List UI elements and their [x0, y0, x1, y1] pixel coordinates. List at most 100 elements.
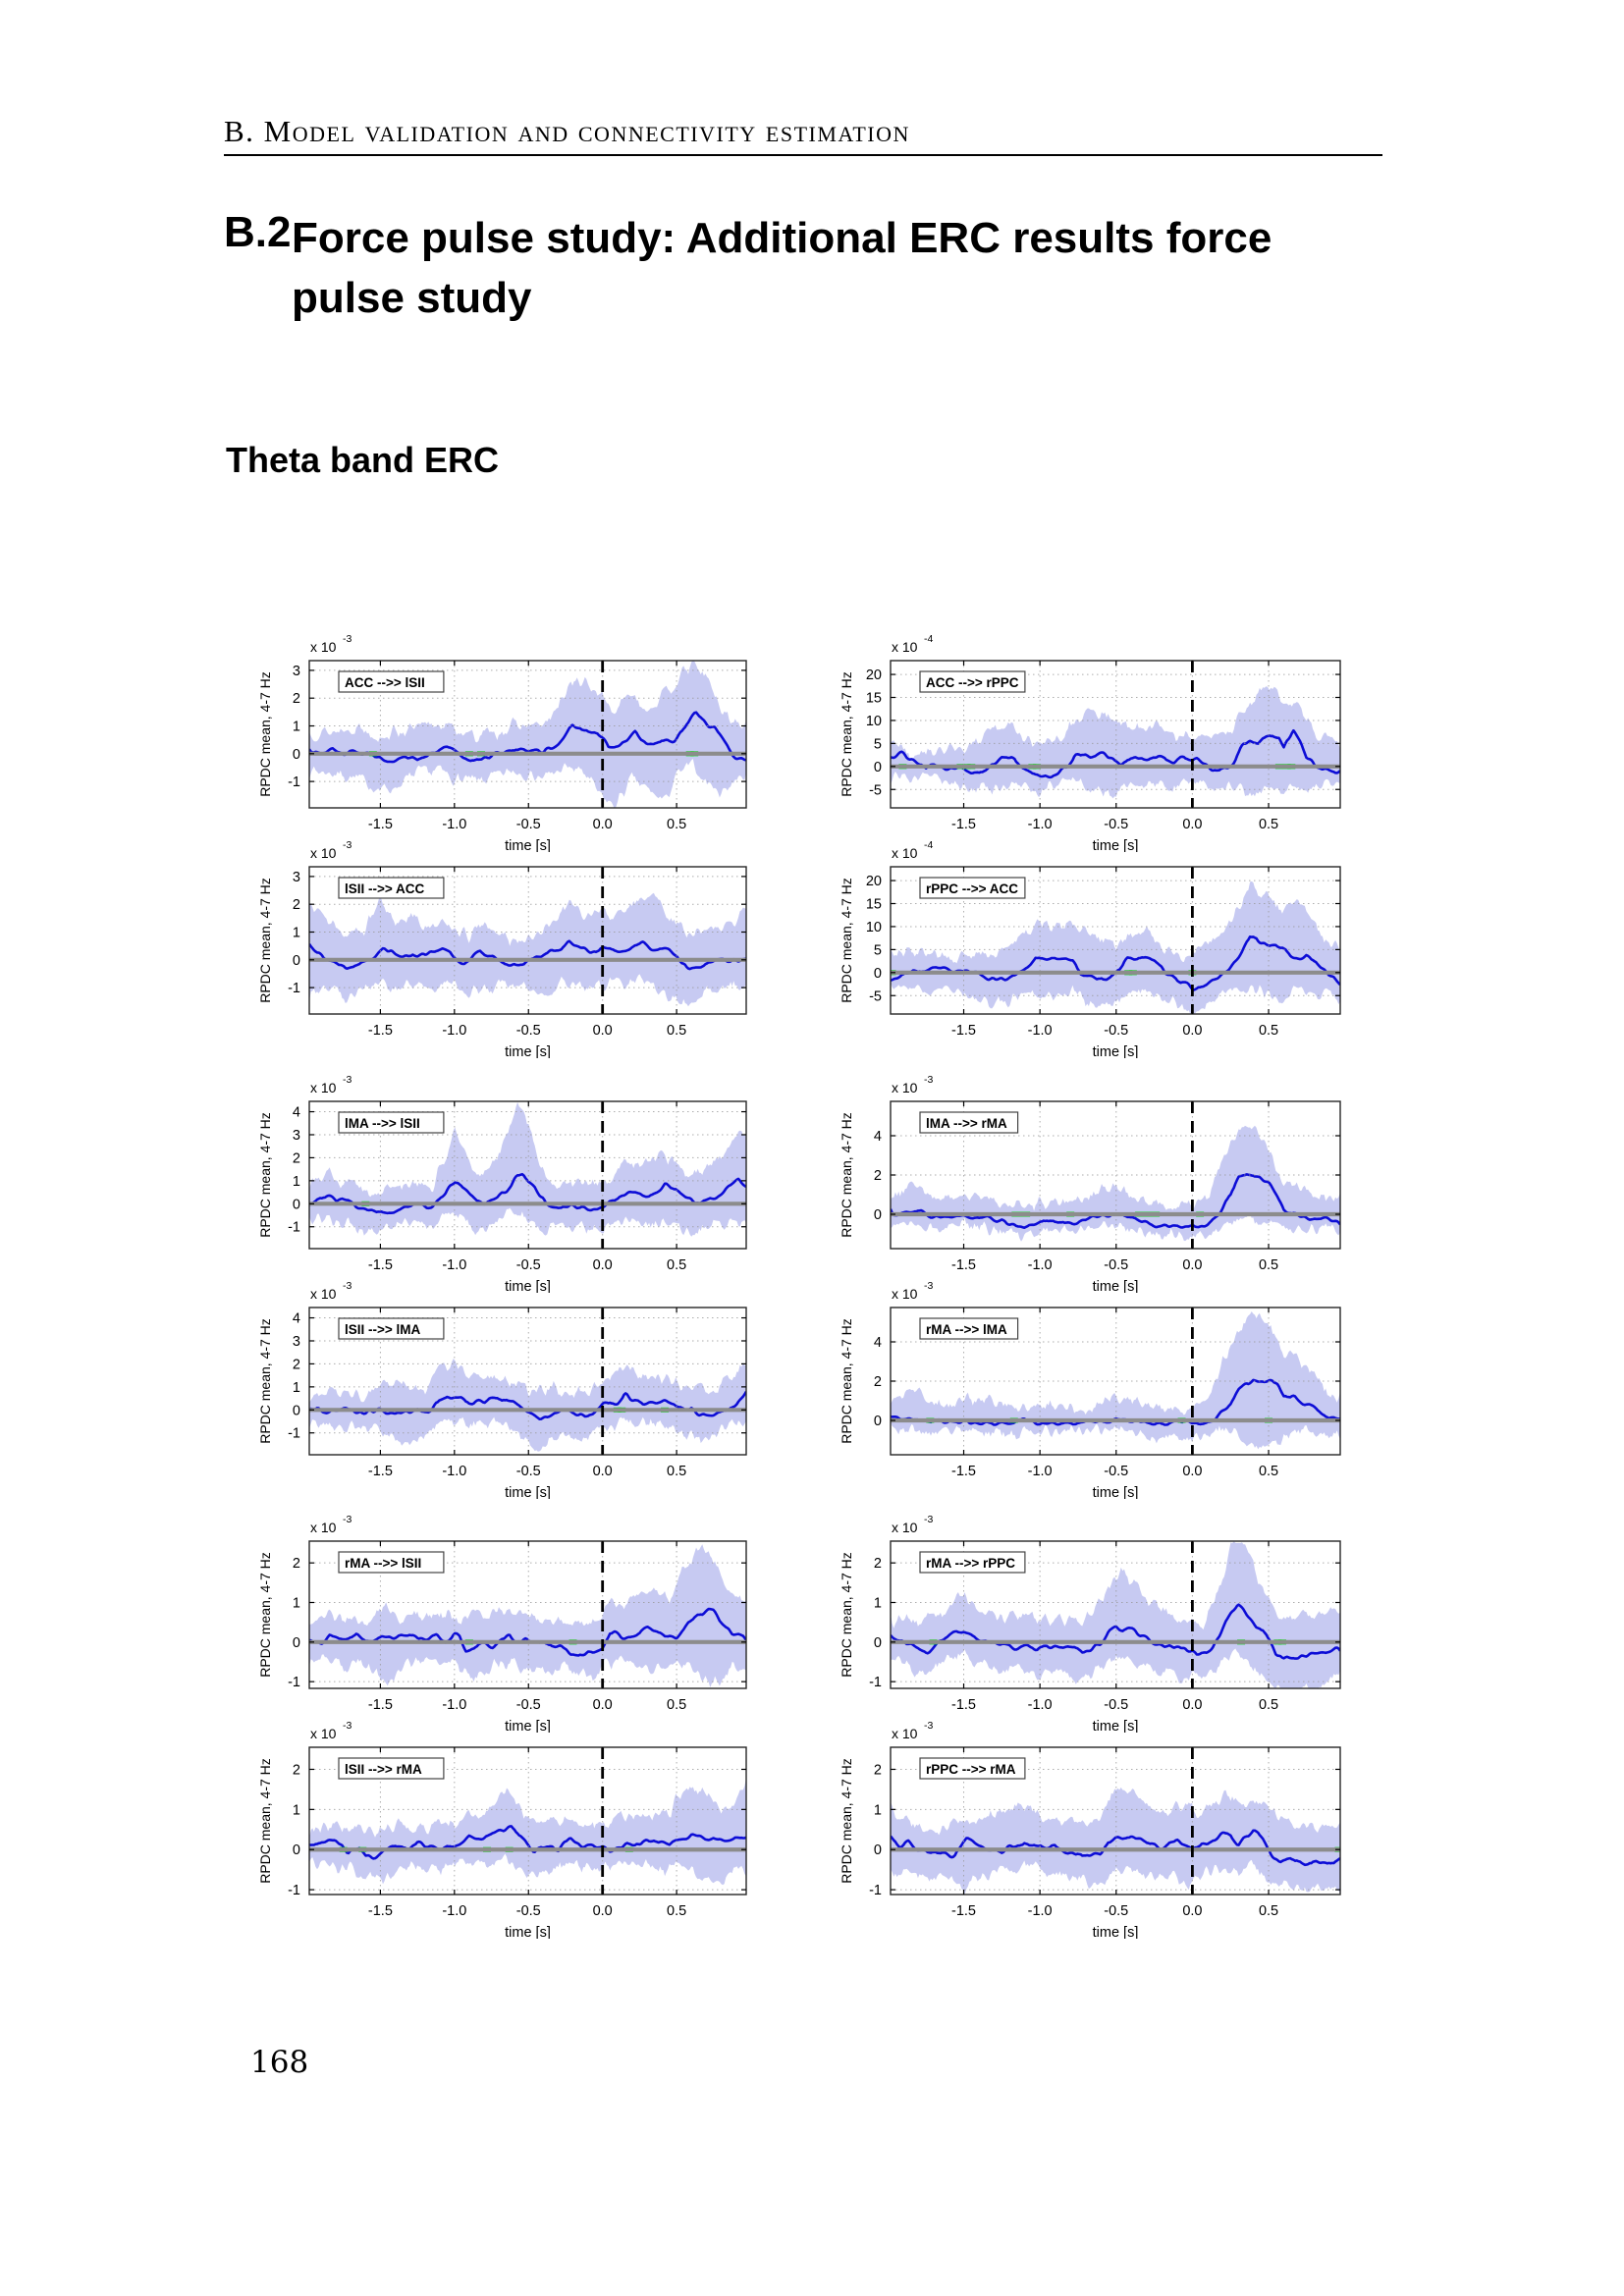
y-tick-label: 2 — [293, 1556, 300, 1572]
y-axis-label: RPDC mean, 4-7 Hz — [839, 671, 854, 797]
y-tick-label: 2 — [874, 1168, 882, 1184]
running-header: B. Model validation and connectivity est… — [224, 114, 910, 148]
scale-factor: x 10 — [310, 1286, 337, 1302]
erc-plot-rma-lma: 4 2 0 -1.5 -1.0 -0.5 0.0 0.5 RPDC mean, 4-7 Hz ti… — [822, 1278, 1355, 1504]
x-tick-label: 0.5 — [667, 1023, 686, 1039]
x-tick-label: 0.0 — [593, 1023, 613, 1039]
page-number: 168 — [250, 2045, 309, 2080]
confidence-band — [891, 1125, 1340, 1242]
mean-line — [309, 1172, 746, 1215]
x-tick-label: 0.5 — [1259, 817, 1278, 832]
plot-title-box — [919, 1757, 1026, 1780]
y-tick-label: 3 — [293, 664, 300, 679]
y-axis-label: RPDC mean, 4-7 Hz — [839, 878, 854, 1003]
mean-line — [309, 711, 746, 764]
scale-factor: x 10 — [892, 1726, 918, 1741]
confidence-band — [891, 881, 1340, 1014]
x-tick-label: -1.5 — [368, 1903, 393, 1919]
x-tick-label: 0.0 — [593, 1464, 613, 1479]
x-tick-label: -0.5 — [1104, 1023, 1128, 1039]
y-tick-label: 1 — [293, 926, 300, 941]
x-tick-label: 0.5 — [667, 1257, 686, 1273]
x-axis-label: time [s] — [1093, 838, 1139, 852]
plot-title-box — [338, 1317, 445, 1340]
x-axis-label: time [s] — [1093, 1925, 1139, 1939]
section-title-line1: Force pulse study: Additional ERC result… — [292, 214, 1272, 262]
y-axis-label: RPDC mean, 4-7 Hz — [839, 1112, 854, 1238]
x-axis-label: time [s] — [505, 1925, 551, 1939]
section-number: B.2 — [224, 208, 292, 256]
x-tick-label: -0.5 — [516, 1903, 541, 1919]
x-tick-label: -1.5 — [951, 1697, 976, 1713]
plot-title: lSII -->> rMA — [345, 1762, 422, 1777]
erc-plot-lma-rma: 4 2 0 -1.5 -1.0 -0.5 0.0 0.5 RPDC mean, 4-7 Hz ti… — [822, 1072, 1355, 1298]
scale-exponent: -3 — [343, 839, 352, 851]
y-tick-label: -1 — [288, 1883, 300, 1898]
axes-box — [890, 660, 1341, 809]
scale-factor: x 10 — [310, 1726, 337, 1741]
x-tick-label: 0.0 — [1182, 817, 1202, 832]
plot-title: lSII -->> ACC — [345, 881, 425, 896]
x-tick-label: -1.0 — [1028, 1023, 1053, 1039]
y-tick-label: 2 — [293, 1150, 300, 1166]
y-tick-label: 1 — [293, 1174, 300, 1190]
y-axis-label: RPDC mean, 4-7 Hz — [839, 1758, 854, 1884]
x-tick-label: -1.0 — [1028, 1697, 1053, 1713]
y-tick-label: 0 — [874, 1207, 882, 1223]
x-tick-label: -1.0 — [1028, 1257, 1053, 1273]
x-tick-label: 0.0 — [1182, 1257, 1202, 1273]
x-tick-label: 0.5 — [667, 1903, 686, 1919]
plot-title-box — [919, 877, 1026, 899]
x-axis-label: time [s] — [1093, 1279, 1139, 1293]
plot-title: lSII -->> lMA — [345, 1322, 421, 1337]
axes-box — [308, 1540, 747, 1689]
y-tick-label: 3 — [293, 1334, 300, 1350]
y-tick-label: 1 — [293, 1380, 300, 1396]
plot-title-box — [338, 877, 445, 899]
erc-plot-lma-lsii: 4 3 2 1 0 -1 -1.5 -1.0 -0.5 0.0 0.5 RPDC mean, 4-7 … — [241, 1072, 761, 1298]
y-tick-label: 2 — [293, 1762, 300, 1778]
tick-marks — [309, 1541, 746, 1688]
plot-title: ACC -->> lSII — [345, 675, 425, 690]
plot-title-box — [338, 1551, 445, 1574]
y-tick-label: 0 — [293, 1403, 300, 1418]
plot-title: ACC -->> rPPC — [926, 675, 1019, 690]
confidence-band — [309, 1544, 746, 1687]
y-tick-label: 1 — [874, 1802, 882, 1818]
erc-plot-rma-rppc: 2 1 0 -1 -1.5 -1.0 -0.5 0.0 0.5 RPDC mean, 4-7 Hz… — [822, 1512, 1355, 1737]
scale-exponent: -3 — [924, 1720, 933, 1732]
y-tick-label: 1 — [293, 1596, 300, 1612]
x-tick-label: -1.5 — [368, 817, 393, 832]
tick-marks — [309, 867, 746, 1014]
y-axis-label: RPDC mean, 4-7 Hz — [257, 1318, 273, 1444]
x-axis-label: time [s] — [505, 1719, 551, 1733]
plot-title: rMA -->> lMA — [926, 1322, 1007, 1337]
plot-area — [891, 1125, 1340, 1242]
confidence-band — [891, 1311, 1340, 1450]
scale-factor: x 10 — [892, 845, 918, 861]
x-tick-label: 0.0 — [593, 1257, 613, 1273]
y-tick-label: 0 — [874, 1414, 882, 1429]
y-axis-label: RPDC mean, 4-7 Hz — [257, 1552, 273, 1678]
mean-line — [309, 1825, 746, 1860]
y-tick-label: 0 — [874, 760, 882, 775]
confidence-band — [309, 661, 746, 808]
scale-exponent: -3 — [343, 1280, 352, 1292]
x-axis-label: time [s] — [505, 1485, 551, 1499]
erc-plot-rppc-rma: 2 1 0 -1 -1.5 -1.0 -0.5 0.0 0.5 RPDC mean, 4-7 Hz… — [822, 1718, 1355, 1944]
tick-marks — [891, 1101, 1340, 1249]
x-tick-label: -0.5 — [516, 1464, 541, 1479]
plot-area — [309, 1778, 746, 1886]
mean-line — [891, 1603, 1340, 1660]
y-tick-label: 0 — [874, 1635, 882, 1651]
tick-marks — [309, 1747, 746, 1895]
tick-marks — [891, 661, 1340, 808]
tick-marks — [309, 1101, 746, 1249]
x-tick-label: 0.0 — [593, 1903, 613, 1919]
scale-factor: x 10 — [892, 1520, 918, 1535]
confidence-band — [309, 1359, 746, 1452]
axes-box — [308, 1100, 747, 1250]
x-tick-label: 0.5 — [667, 1464, 686, 1479]
y-tick-label: 4 — [874, 1335, 882, 1351]
scale-factor: x 10 — [892, 1080, 918, 1095]
